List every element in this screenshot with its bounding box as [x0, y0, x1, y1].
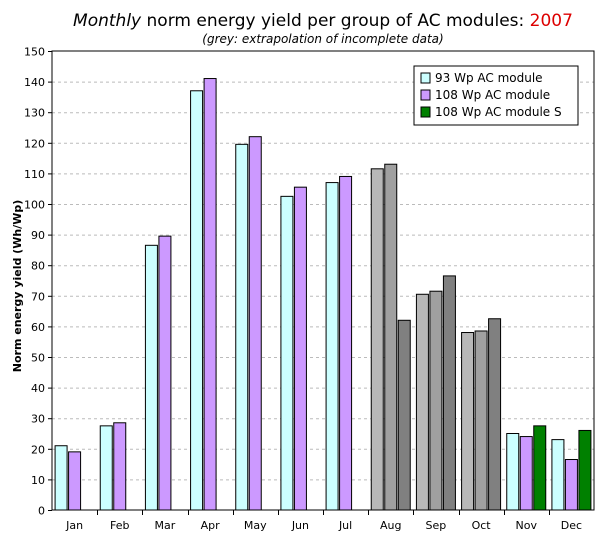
y-tick-label: 0 [38, 505, 45, 518]
y-tick-label: 70 [31, 290, 45, 303]
bar-nov-series-3 [533, 425, 547, 511]
bar-sep-series-1 [415, 293, 429, 511]
axes: 0 10 20 30 40 50 60 70 80 90 100 110 120 130 140 150 Jan… [24, 46, 595, 532]
title-rest: norm energy yield per group of AC module… [141, 11, 530, 31]
legend: 93 Wp AC module 108 Wp AC module 108 Wp AC… [413, 65, 579, 126]
x-tick-label-jun: Jun [291, 519, 309, 532]
bar-oct-series-2 [474, 330, 488, 511]
bar-jul-series-1 [325, 182, 339, 511]
bar-oct-series-3 [488, 318, 502, 511]
x-tick-label-feb: Feb [110, 519, 129, 532]
chart-subtitle: (grey: extrapolation of incomplete data) [202, 32, 443, 46]
bar-dec-series-2 [564, 459, 578, 511]
bar-sep-series-3 [442, 275, 456, 511]
bar-jul-series-2 [339, 175, 353, 511]
y-tick-label: 90 [31, 229, 45, 242]
bar-dec-series-1 [551, 439, 565, 511]
y-tick-label: 130 [24, 107, 45, 120]
y-tick-label: 40 [31, 382, 45, 395]
bar-nov-series-1 [506, 433, 520, 511]
bar-aug-series-3 [397, 319, 411, 511]
bar-mar-series-2 [158, 235, 172, 511]
bar-feb-series-2 [113, 422, 127, 511]
y-axis-label: Norm energy yield (Wh/Wp) [11, 200, 24, 372]
x-tick-label-sep: Sep [426, 519, 447, 532]
bar-mar-series-1 [144, 244, 158, 511]
legend-swatch-2 [420, 89, 431, 101]
bar-apr-series-2 [203, 78, 217, 511]
bar-may-series-2 [248, 136, 262, 511]
x-tick-label-jul: Jul [338, 519, 352, 532]
x-tick-label-dec: Dec [561, 519, 582, 532]
bar-sep-series-2 [429, 290, 443, 511]
y-tick-label: 100 [24, 199, 45, 212]
bar-feb-series-1 [99, 425, 113, 511]
bar-oct-series-1 [461, 332, 475, 511]
bar-jun-series-2 [293, 186, 307, 511]
legend-swatch-1 [420, 72, 431, 84]
x-tick-label-apr: Apr [201, 519, 221, 532]
bar-apr-series-1 [190, 90, 204, 511]
x-tick-label-jan: Jan [65, 519, 83, 532]
y-tick-label: 120 [24, 137, 45, 150]
y-tick-label: 20 [31, 443, 45, 456]
gridlines [52, 81, 594, 481]
y-tick-label: 50 [31, 352, 45, 365]
bar-dec-series-3 [578, 429, 592, 511]
x-tick-label-may: May [244, 519, 267, 532]
bar-jan-series-2 [68, 451, 82, 511]
x-tick-label-nov: Nov [516, 519, 538, 532]
y-tick-label: 80 [31, 260, 45, 273]
y-tick-label: 110 [24, 168, 45, 181]
bar-may-series-1 [235, 143, 249, 511]
bar-aug-series-2 [384, 163, 398, 511]
bar-jan-series-1 [54, 445, 68, 511]
x-tick-label-aug: Aug [380, 519, 401, 532]
title-italic: Monthly [73, 11, 142, 31]
bar-nov-series-2 [519, 436, 533, 511]
y-tick-label: 140 [24, 76, 45, 89]
legend-label-2: 108 Wp AC module [435, 88, 550, 102]
legend-swatch-3 [420, 106, 431, 118]
legend-label-1: 93 Wp AC module [435, 71, 543, 85]
y-tick-label: 60 [31, 321, 45, 334]
y-tick-label: 10 [31, 474, 45, 487]
chart-title: Monthly norm energy yield per group of A… [73, 11, 573, 31]
bar-aug-series-1 [370, 168, 384, 511]
x-tick-label-mar: Mar [155, 519, 176, 532]
legend-label-3: 108 Wp AC module S [435, 105, 562, 119]
legend-box [413, 65, 579, 126]
y-tick-label: 150 [24, 46, 45, 59]
y-tick-label: 30 [31, 413, 45, 426]
x-tick-label-oct: Oct [472, 519, 492, 532]
title-year: 2007 [530, 11, 573, 31]
bar-jun-series-1 [280, 195, 294, 511]
